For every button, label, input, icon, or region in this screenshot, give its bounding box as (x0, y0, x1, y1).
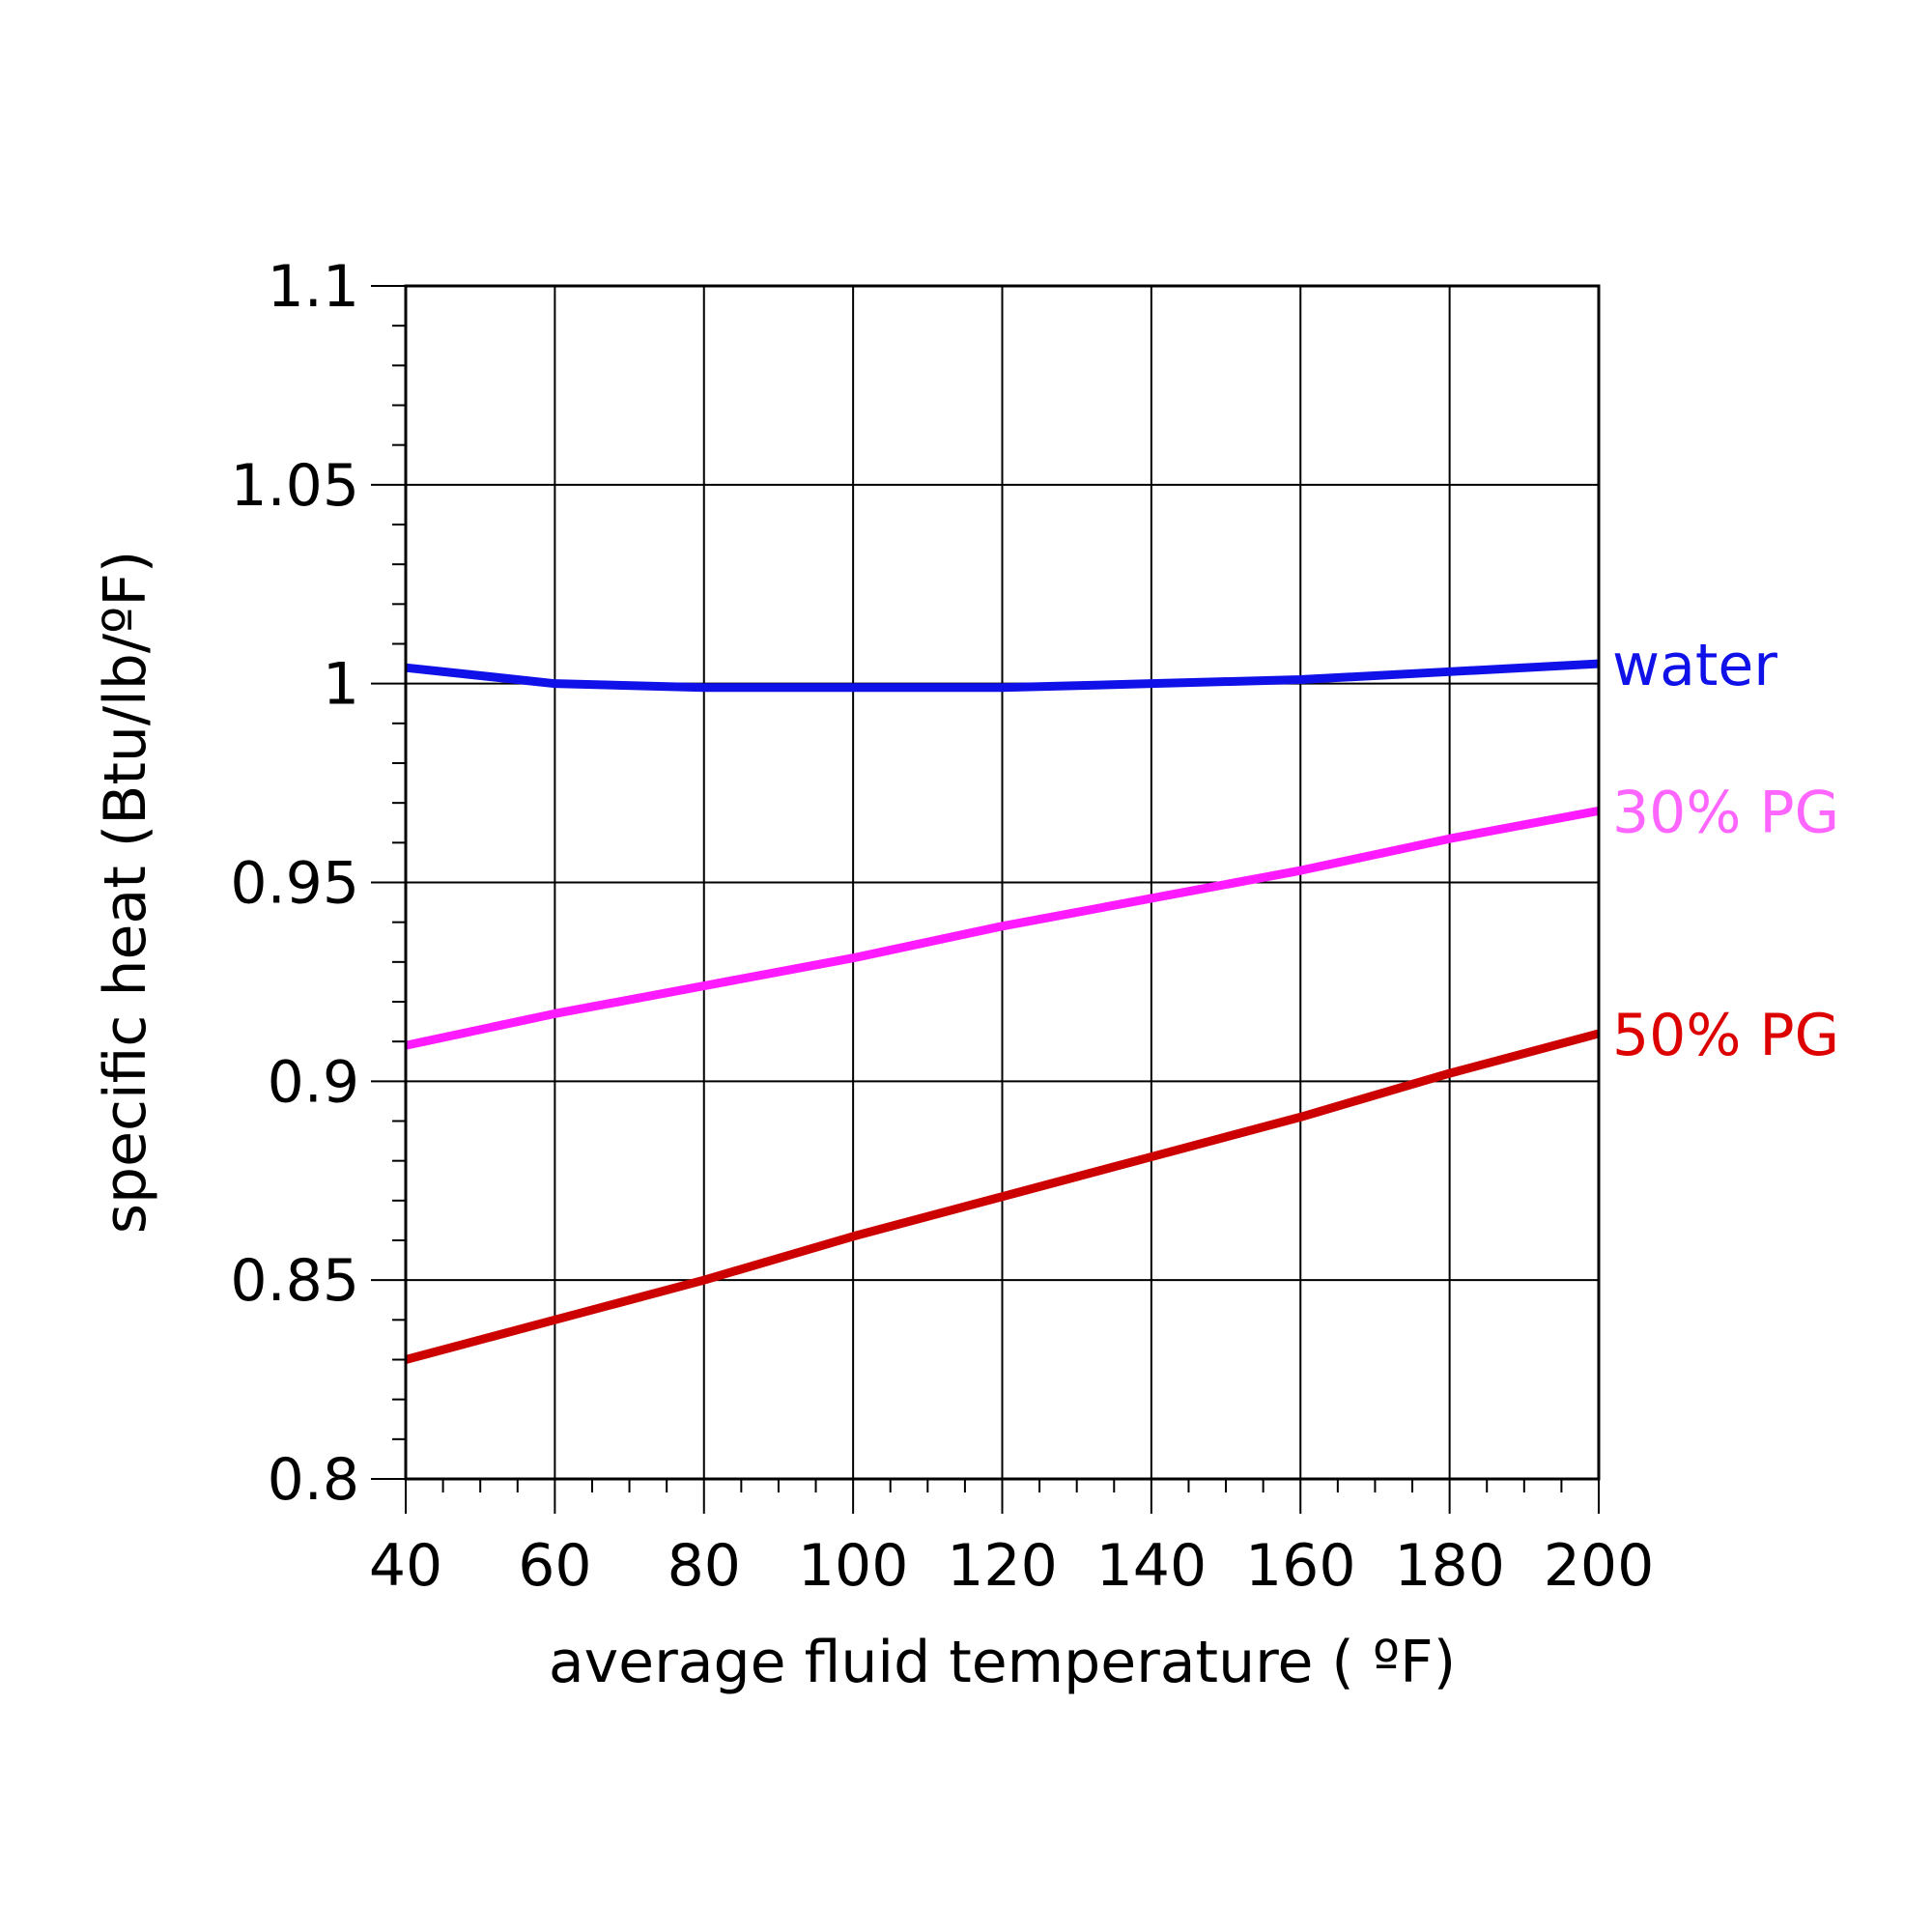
y-axis-title: specific heat (Btu/lb/ºF) (92, 551, 159, 1235)
series-line-30-pg (405, 806, 1600, 1050)
x-tick-label: 200 (1544, 1532, 1655, 1600)
series-labels: water 30% PG 50% PG (1612, 632, 1839, 1069)
series-label-water: water (1612, 632, 1777, 699)
x-axis-title: average fluid temperature ( ºF) (549, 1629, 1456, 1696)
grid-lines (405, 285, 1600, 1480)
y-tick-label: 1.1 (268, 253, 359, 321)
series-label-50-pg: 50% PG (1612, 1002, 1839, 1069)
x-tick-label: 140 (1096, 1532, 1208, 1600)
y-tick-label: 1 (323, 651, 359, 719)
x-tick-label: 100 (798, 1532, 909, 1600)
y-tick-label: 0.8 (268, 1446, 359, 1514)
x-tick-label: 160 (1245, 1532, 1356, 1600)
y-tick-label: 0.9 (268, 1048, 359, 1116)
x-tick-label: 120 (947, 1532, 1058, 1600)
x-tick-label: 40 (369, 1532, 442, 1600)
x-tick-label: 60 (518, 1532, 591, 1600)
y-tick-label: 0.85 (230, 1247, 359, 1315)
series-lines (404, 659, 1601, 1364)
x-tick-label: 180 (1394, 1532, 1505, 1600)
series-line-water (405, 659, 1600, 693)
series-label-30-pg: 30% PG (1612, 779, 1839, 846)
x-tick-labels: 40 60 80 100 120 140 160 180 200 (369, 1532, 1654, 1600)
plot-frame (404, 284, 1601, 1481)
y-tick-labels: 0.8 0.85 0.9 0.95 1 1.05 1.1 (230, 253, 359, 1514)
x-tick-label: 80 (668, 1532, 741, 1600)
series-line-50-pg (404, 1029, 1601, 1364)
y-tick-label: 0.95 (230, 850, 359, 918)
minor-ticks (371, 285, 1600, 1514)
y-tick-label: 1.05 (230, 452, 359, 520)
